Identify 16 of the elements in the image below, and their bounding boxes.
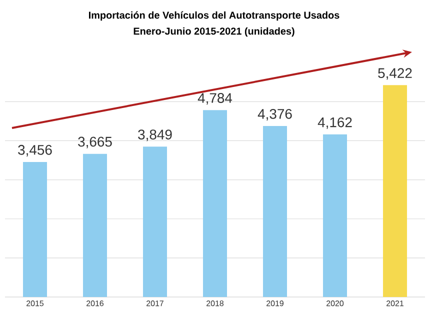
bar: [263, 126, 288, 297]
chart-subtitle: Enero-Junio 2015-2021 (unidades): [134, 27, 294, 37]
data-label: 3,849: [138, 130, 172, 142]
data-label: 4,162: [318, 117, 352, 129]
bar: [323, 134, 348, 297]
bar: [23, 162, 47, 297]
bar: [143, 146, 167, 297]
data-label: 3,456: [18, 144, 52, 156]
chart-title: Importación de Vehículos del Autotransporte Usados: [89, 11, 340, 21]
data-label: 4,376: [258, 108, 292, 121]
bar: [83, 154, 107, 297]
data-label: 5,422: [378, 68, 412, 80]
bar: [203, 110, 228, 297]
bar: [383, 85, 408, 297]
data-label: 3,665: [78, 136, 112, 148]
data-label: 4,784: [198, 93, 232, 105]
